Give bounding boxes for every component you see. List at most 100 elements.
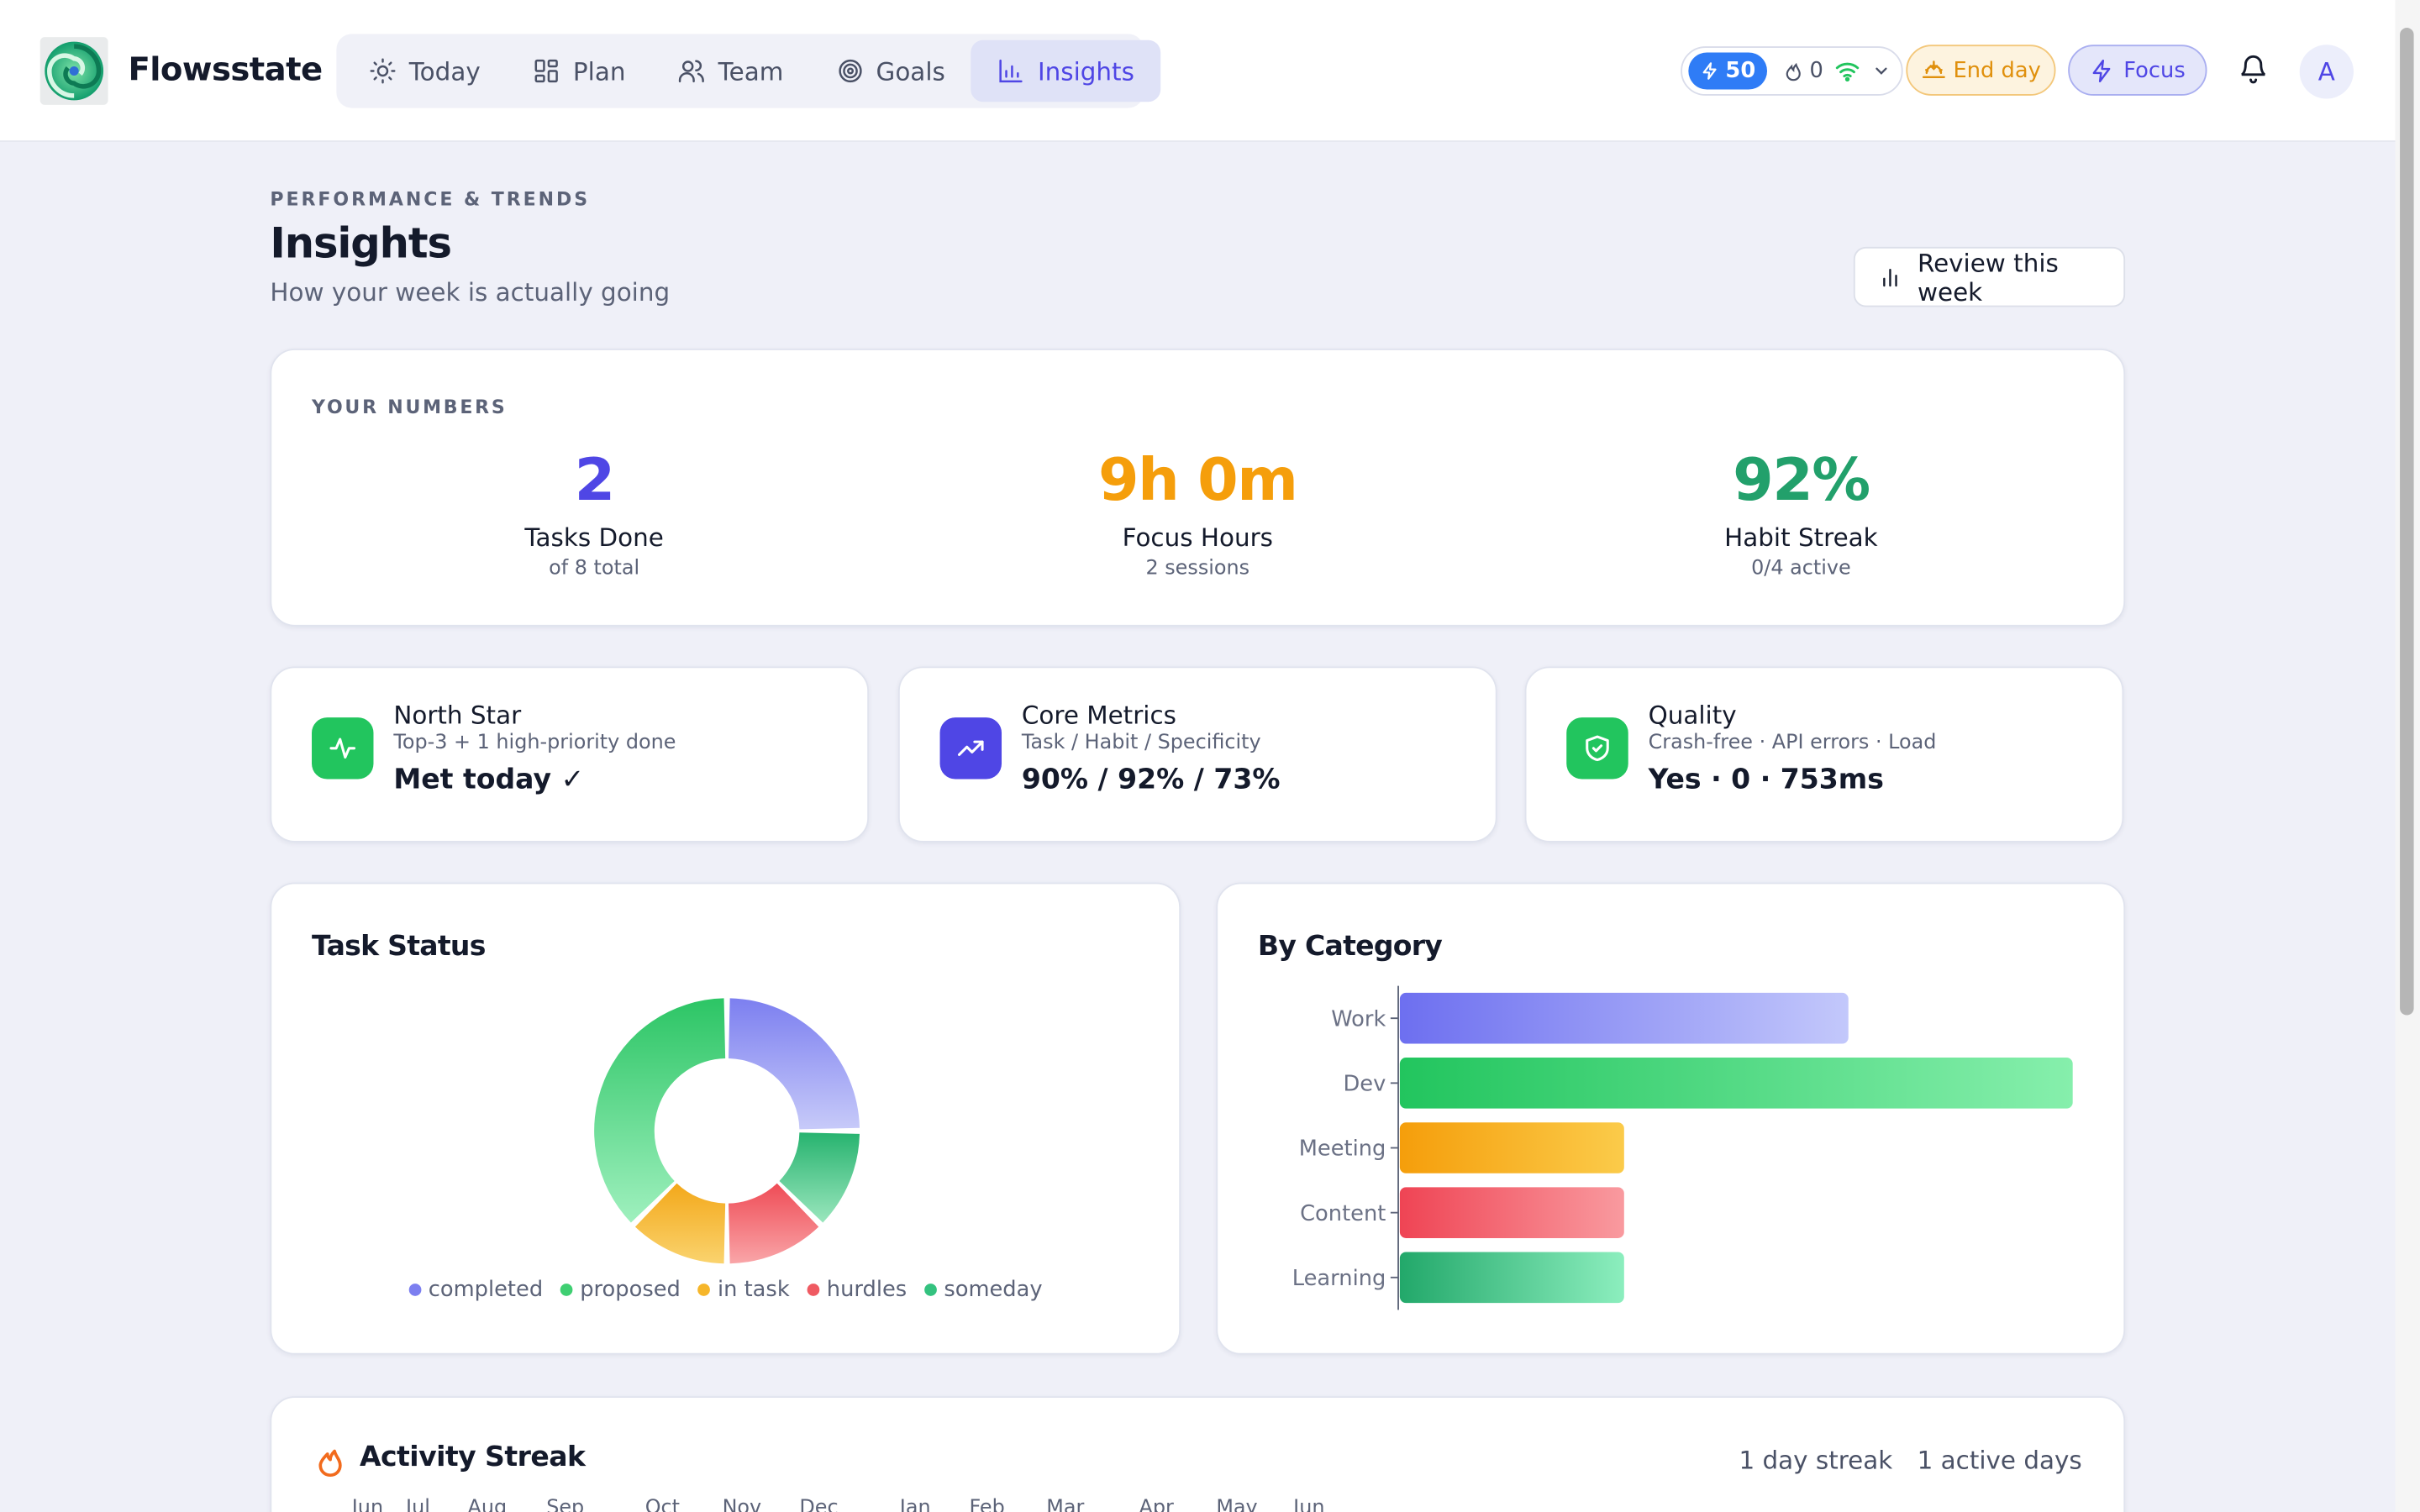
nav-today[interactable]: Today bbox=[343, 40, 507, 102]
bar-chart-icon bbox=[1000, 59, 1023, 83]
trending-up-icon bbox=[957, 740, 984, 756]
sunset-icon bbox=[1922, 60, 1945, 78]
metric-icon-box bbox=[312, 717, 374, 780]
month-label: Nov bbox=[722, 1496, 762, 1512]
legend-dot bbox=[560, 1284, 573, 1296]
wifi-icon bbox=[1836, 62, 1860, 81]
month-label: May bbox=[1216, 1496, 1258, 1512]
metric-icon-box bbox=[939, 717, 1002, 780]
legend-dot bbox=[408, 1284, 421, 1296]
notifications-button[interactable] bbox=[2238, 54, 2269, 91]
activity-stats: 1 day streak 1 active days bbox=[1739, 1446, 2081, 1475]
users-icon bbox=[679, 60, 705, 83]
legend-item[interactable]: hurdles bbox=[806, 1278, 907, 1302]
bar-meeting[interactable] bbox=[1399, 1122, 1624, 1173]
metric-title: Core Metrics bbox=[1021, 700, 1176, 730]
metric-subtitle: Crash-free · API errors · Load bbox=[1648, 731, 1937, 755]
page-subtitle: How your week is actually going bbox=[270, 277, 671, 307]
stats-dropdown[interactable]: 50 0 bbox=[1681, 46, 1903, 96]
nav-plan[interactable]: Plan bbox=[507, 40, 652, 102]
user-avatar[interactable]: A bbox=[2299, 45, 2354, 99]
your-numbers-card: YOUR NUMBERS 2 Tasks Done of 8 total 9h … bbox=[270, 349, 2126, 627]
stat-label: Focus Hours bbox=[1122, 522, 1273, 553]
month-label: Apr bbox=[1139, 1496, 1174, 1512]
metric-value: Yes · 0 · 753ms bbox=[1648, 764, 1884, 796]
month-label: Sep bbox=[546, 1496, 585, 1512]
month-label: Dec bbox=[799, 1496, 839, 1512]
metric-value: 90% / 92% / 73% bbox=[1021, 764, 1281, 796]
by-category-title: By Category bbox=[1257, 930, 1443, 963]
stat-value: 9h 0m bbox=[1098, 445, 1298, 514]
category-tick-label: Content bbox=[1300, 1201, 1386, 1226]
flame-icon bbox=[1786, 62, 1802, 81]
legend-label: someday bbox=[944, 1277, 1043, 1303]
bar-work[interactable] bbox=[1399, 992, 1849, 1044]
page-eyebrow: PERFORMANCE & TRENDS bbox=[270, 188, 591, 210]
legend-item[interactable]: proposed bbox=[560, 1278, 681, 1302]
activity-icon bbox=[329, 738, 356, 759]
task-status-card: Task Status completed proposed in task h… bbox=[270, 882, 1181, 1355]
nav-insights[interactable]: Insights bbox=[971, 39, 1161, 102]
core-metrics-card: Core Metrics Task / Habit / Specificity … bbox=[897, 666, 1497, 843]
bar-chart-icon bbox=[1883, 268, 1897, 286]
lightning-icon bbox=[1702, 62, 1717, 80]
month-label: Mar bbox=[1046, 1496, 1085, 1512]
stat-tasks-done: 2 Tasks Done of 8 total bbox=[363, 443, 826, 580]
north-star-card: North Star Top-3 + 1 high-priority done … bbox=[270, 666, 870, 843]
review-week-label: Review this week bbox=[1917, 247, 2059, 307]
donut-slice-someday[interactable] bbox=[779, 1132, 860, 1223]
stat-value: 2 bbox=[574, 445, 616, 514]
top-bar: Flowsstate Today Plan Team Goals Insight… bbox=[0, 0, 2396, 142]
donut-slice-in-task[interactable] bbox=[634, 1183, 726, 1264]
bar-content[interactable] bbox=[1399, 1187, 1624, 1238]
streak-count: 1 day streak bbox=[1739, 1445, 1893, 1475]
bell-icon bbox=[2241, 55, 2265, 84]
nav-goals[interactable]: Goals bbox=[810, 40, 971, 102]
main-nav: Today Plan Team Goals Insights bbox=[336, 34, 1161, 108]
legend-item[interactable]: someday bbox=[923, 1277, 1043, 1303]
end-day-button[interactable]: End day bbox=[1906, 45, 2056, 96]
legend-item[interactable]: completed bbox=[408, 1278, 543, 1302]
your-numbers-heading: YOUR NUMBERS bbox=[312, 396, 508, 418]
donut-slice-completed[interactable] bbox=[729, 998, 860, 1130]
nav-today-label: Today bbox=[408, 56, 481, 86]
lightning-icon bbox=[2092, 59, 2111, 82]
legend-dot bbox=[697, 1284, 710, 1296]
grid-icon bbox=[535, 59, 559, 83]
nav-plan-label: Plan bbox=[572, 56, 626, 86]
metric-title: North Star bbox=[393, 700, 522, 730]
stat-label: Habit Streak bbox=[1724, 522, 1878, 553]
page-title: Insights bbox=[270, 220, 452, 269]
flame-icon bbox=[318, 1449, 342, 1478]
metric-value: Met today ✓ bbox=[393, 764, 585, 796]
legend-item[interactable]: in task bbox=[697, 1278, 790, 1302]
task-status-title: Task Status bbox=[312, 930, 486, 963]
month-label: Jun bbox=[351, 1496, 384, 1512]
stat-focus-hours: 9h 0m Focus Hours 2 sessions bbox=[966, 443, 1429, 580]
scrollbar-thumb[interactable] bbox=[2400, 28, 2414, 1016]
bar-learning[interactable] bbox=[1399, 1252, 1624, 1304]
stat-value: 92% bbox=[1733, 445, 1870, 514]
activity-streak-card: Activity Streak 1 day streak 1 active da… bbox=[270, 1396, 2126, 1512]
review-week-button[interactable]: Review this week bbox=[1853, 246, 2126, 307]
active-days: 1 active days bbox=[1917, 1445, 2082, 1475]
task-status-legend: completed proposed in task hurdles somed… bbox=[271, 1278, 1179, 1302]
sun-icon bbox=[370, 58, 396, 84]
month-label: Aug bbox=[467, 1496, 508, 1512]
month-label: Jul bbox=[406, 1496, 430, 1512]
end-day-label: End day bbox=[1953, 57, 2041, 83]
nav-team[interactable]: Team bbox=[652, 40, 810, 102]
bar-dev[interactable] bbox=[1399, 1058, 2073, 1109]
by-category-card: By Category Work Dev Meeting Content Learnin… bbox=[1216, 882, 2126, 1355]
donut-slice-hurdles[interactable] bbox=[729, 1183, 819, 1264]
streak-counter: 0 bbox=[1783, 59, 1823, 83]
metric-subtitle: Top-3 + 1 high-priority done bbox=[393, 731, 676, 755]
focus-button[interactable]: Focus bbox=[2068, 45, 2207, 96]
nav-insights-label: Insights bbox=[1038, 56, 1134, 86]
donut-slice-proposed[interactable] bbox=[594, 998, 726, 1223]
legend-label: completed bbox=[428, 1277, 544, 1303]
shield-check-icon bbox=[1586, 735, 1609, 762]
app-logo[interactable] bbox=[39, 37, 108, 105]
metric-title: Quality bbox=[1648, 700, 1737, 730]
